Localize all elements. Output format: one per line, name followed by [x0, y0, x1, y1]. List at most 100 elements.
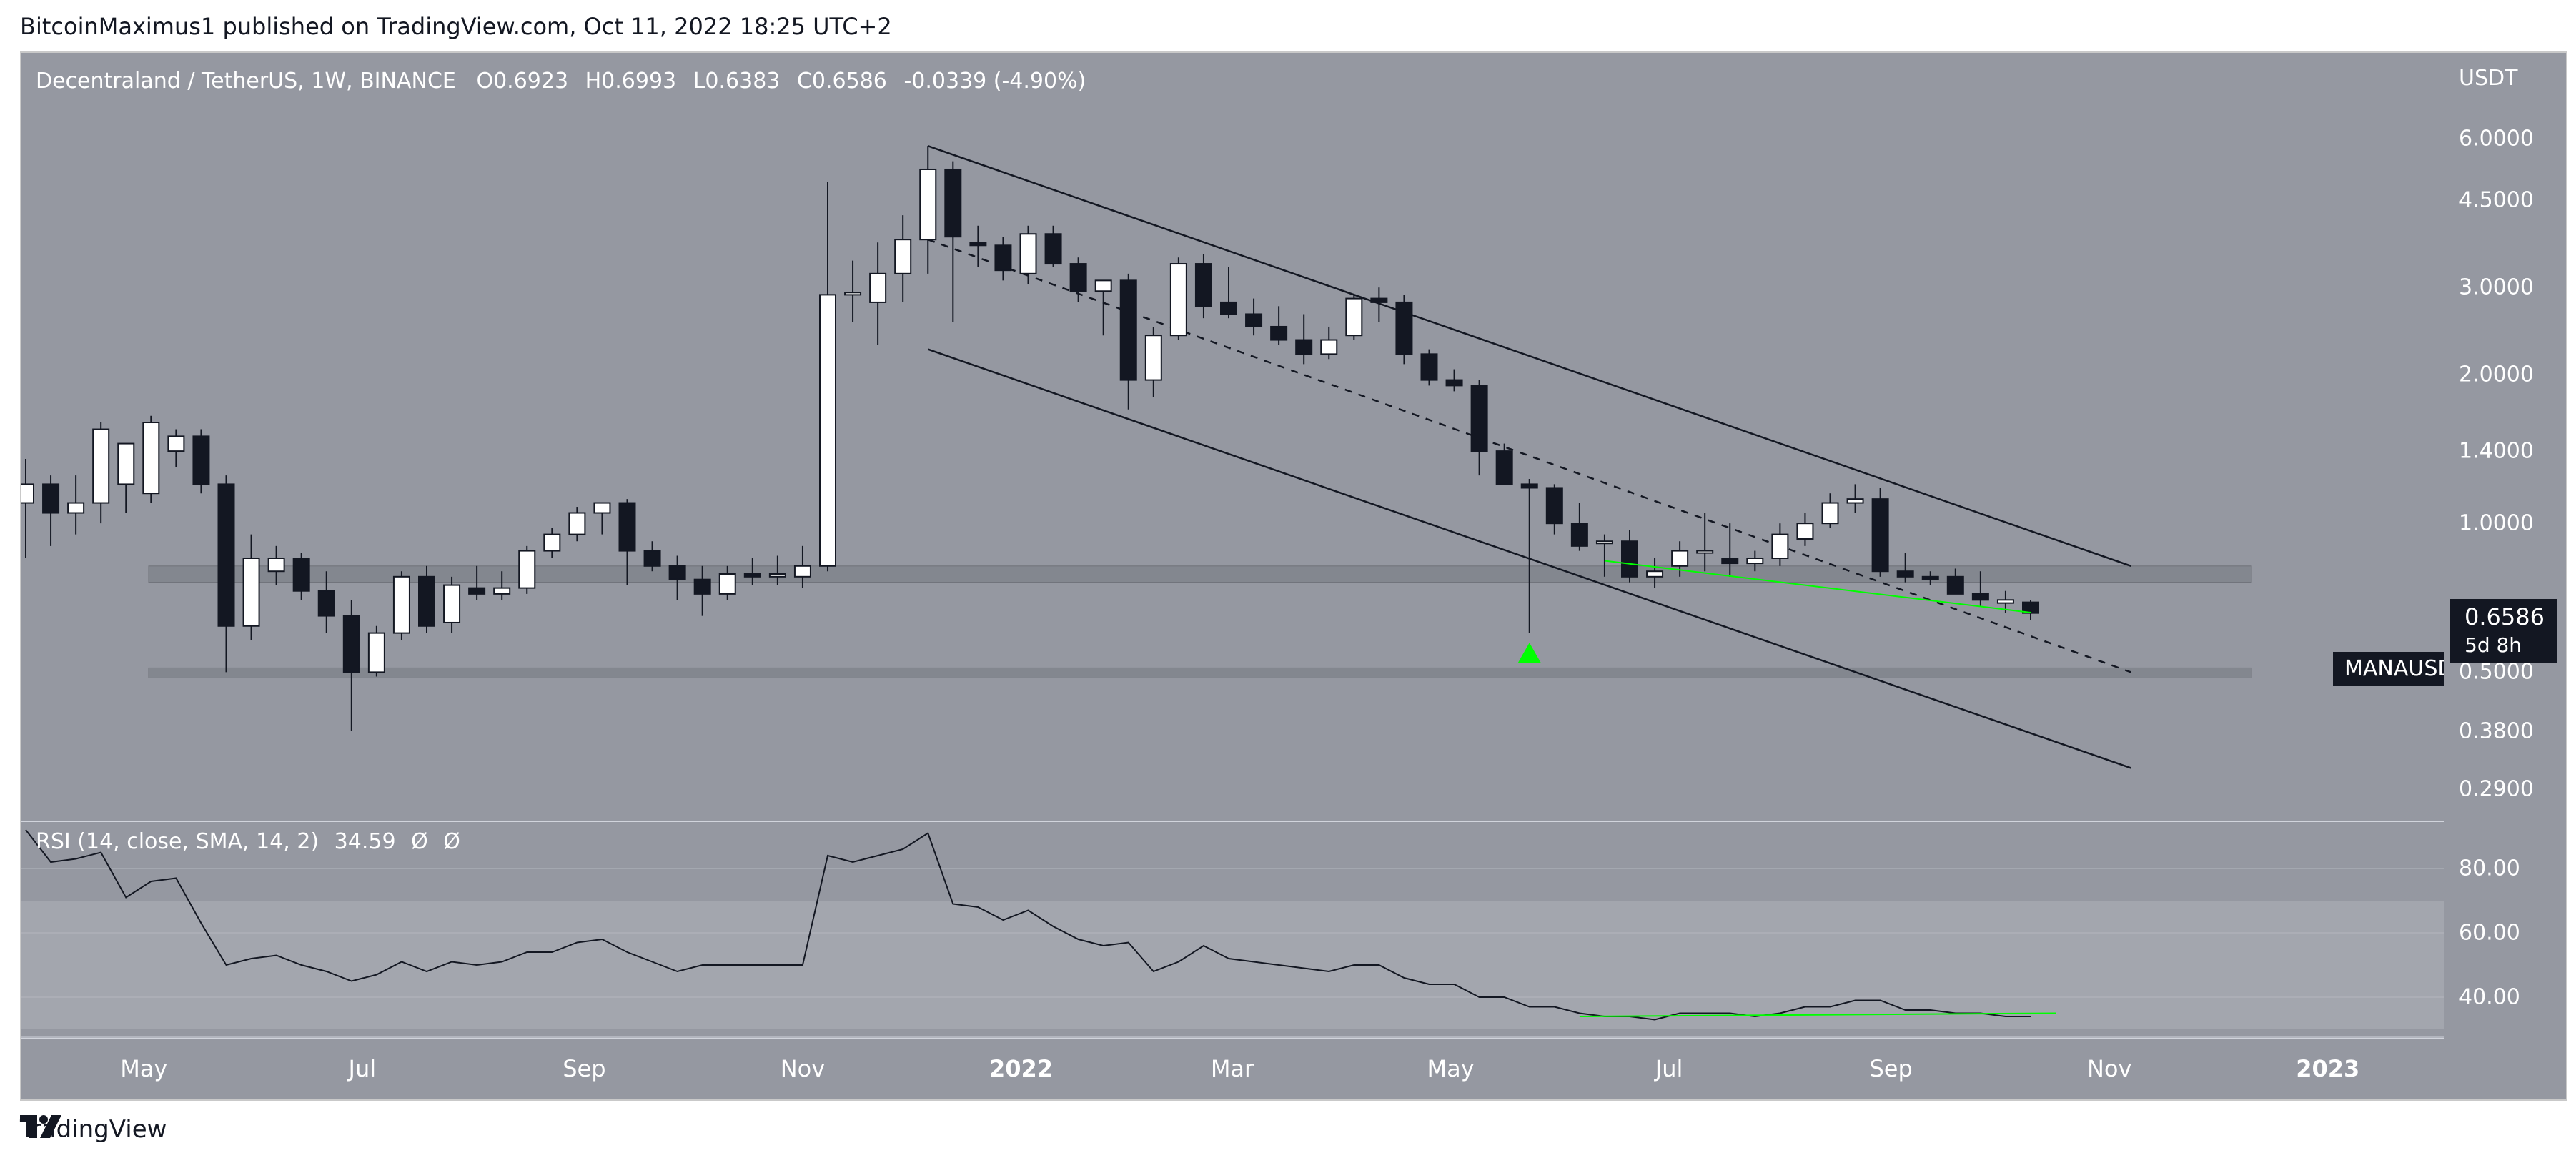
price-axis-label: 1.0000	[2459, 510, 2534, 536]
candle-body	[1019, 233, 1037, 274]
candle	[894, 215, 912, 302]
candle	[1220, 267, 1237, 319]
candle-body	[1796, 523, 1814, 540]
candle-body	[1621, 540, 1638, 578]
candle-body	[142, 422, 160, 495]
candle-body	[1144, 335, 1162, 381]
candle-body	[793, 565, 811, 578]
candle	[643, 541, 661, 572]
candle-body	[1069, 263, 1087, 292]
time-axis-label: May	[1427, 1055, 1475, 1082]
candle	[668, 555, 686, 600]
rsi-legend-na-1: Ø	[411, 829, 428, 854]
channel-upper-line	[927, 145, 2131, 567]
candle	[1019, 225, 1037, 284]
rsi-chart-svg	[21, 829, 2446, 1029]
price-axis[interactable]: USDT 6.0000 4.5000 3.0000 2.0000 1.4000 1.000…	[2444, 51, 2567, 1101]
candle-body	[418, 575, 435, 627]
candle-body	[1570, 523, 1588, 547]
branding[interactable]: TradingView	[20, 1115, 167, 1144]
last-price-value: 0.6586	[2464, 603, 2545, 630]
candle-body	[167, 435, 185, 452]
candle	[593, 502, 611, 535]
time-axis-label: Sep	[563, 1055, 606, 1082]
candle	[1270, 306, 1288, 345]
time-axis[interactable]: May Jul Sep Nov 2022 Mar May Jul Sep Nov 2023	[21, 1038, 2446, 1099]
candle	[342, 600, 360, 731]
candle-body	[1721, 557, 1739, 565]
candle-body	[443, 584, 461, 623]
candle-body	[92, 428, 110, 504]
candle	[1696, 513, 1714, 572]
price-axis-label: 6.0000	[2459, 126, 2534, 152]
rsi-pane[interactable]: RSI (14, close, SMA, 14, 2) 34.59 Ø Ø	[21, 822, 2446, 1036]
candle	[1595, 534, 1613, 577]
candle-body	[317, 590, 335, 617]
candle	[1245, 298, 1263, 336]
candle	[1545, 484, 1563, 535]
candle-body	[1245, 313, 1263, 327]
candle-body	[117, 442, 135, 485]
candle-body	[869, 272, 887, 303]
time-axis-label: 2022	[989, 1055, 1053, 1082]
candle-body	[568, 512, 586, 535]
candle-body	[1646, 570, 1664, 578]
green-trendline	[1604, 560, 2031, 613]
candle-body	[718, 573, 736, 595]
candle-body	[468, 587, 486, 595]
candle	[1796, 513, 1814, 546]
candle-body	[668, 565, 686, 580]
candle-body	[1420, 353, 1438, 381]
price-pane[interactable]: Decentraland / TetherUS, 1W, BINANCE O0.…	[21, 53, 2446, 821]
rsi-axis-label: 40.00	[2459, 984, 2520, 1010]
candle-body	[1445, 379, 1463, 387]
rsi-divergence-line	[1579, 1012, 2056, 1017]
candle-body	[543, 533, 561, 552]
candle-body	[1996, 599, 2014, 604]
legend-open-label: O	[476, 69, 494, 94]
candle-body	[894, 239, 912, 274]
candle-body	[67, 502, 85, 514]
bar-countdown: 5d 8h	[2464, 633, 2522, 657]
candle-body	[768, 573, 786, 578]
candle-body	[1671, 550, 1689, 567]
candle	[1621, 530, 1638, 583]
candle	[718, 565, 736, 600]
candle-body	[1320, 339, 1338, 355]
candle	[1370, 287, 1388, 323]
candle	[1771, 523, 1789, 566]
candle	[1846, 484, 1864, 513]
candle	[468, 565, 486, 600]
candle-body	[342, 615, 360, 673]
price-axis-label: 1.4000	[2459, 438, 2534, 464]
candle	[418, 565, 435, 633]
candle-body	[1370, 297, 1388, 303]
support-zone-lower	[148, 667, 2252, 678]
legend-high-label: H	[585, 69, 602, 94]
candle-body	[1871, 498, 1889, 573]
pane-divider[interactable]	[21, 821, 2446, 822]
candle-body	[242, 557, 260, 627]
candle-body	[1094, 279, 1112, 292]
candle	[1520, 479, 1538, 633]
candle	[443, 576, 461, 633]
candle	[167, 429, 185, 467]
candle	[242, 534, 260, 640]
candle	[1295, 314, 1313, 365]
candle-body	[1495, 450, 1513, 485]
candle	[568, 507, 586, 542]
candle-body	[919, 168, 937, 241]
candle-body	[1595, 540, 1613, 545]
candle	[317, 571, 335, 633]
candle	[1420, 349, 1438, 386]
candle-body	[994, 244, 1012, 272]
candle	[1671, 541, 1689, 577]
candle	[392, 571, 410, 640]
candle-body	[693, 578, 711, 595]
candle	[42, 475, 60, 546]
candle-body	[1169, 263, 1187, 337]
candle-body	[593, 502, 611, 514]
candle-body	[1846, 498, 1864, 504]
candle-body	[618, 502, 636, 552]
candle-body	[1119, 279, 1137, 381]
